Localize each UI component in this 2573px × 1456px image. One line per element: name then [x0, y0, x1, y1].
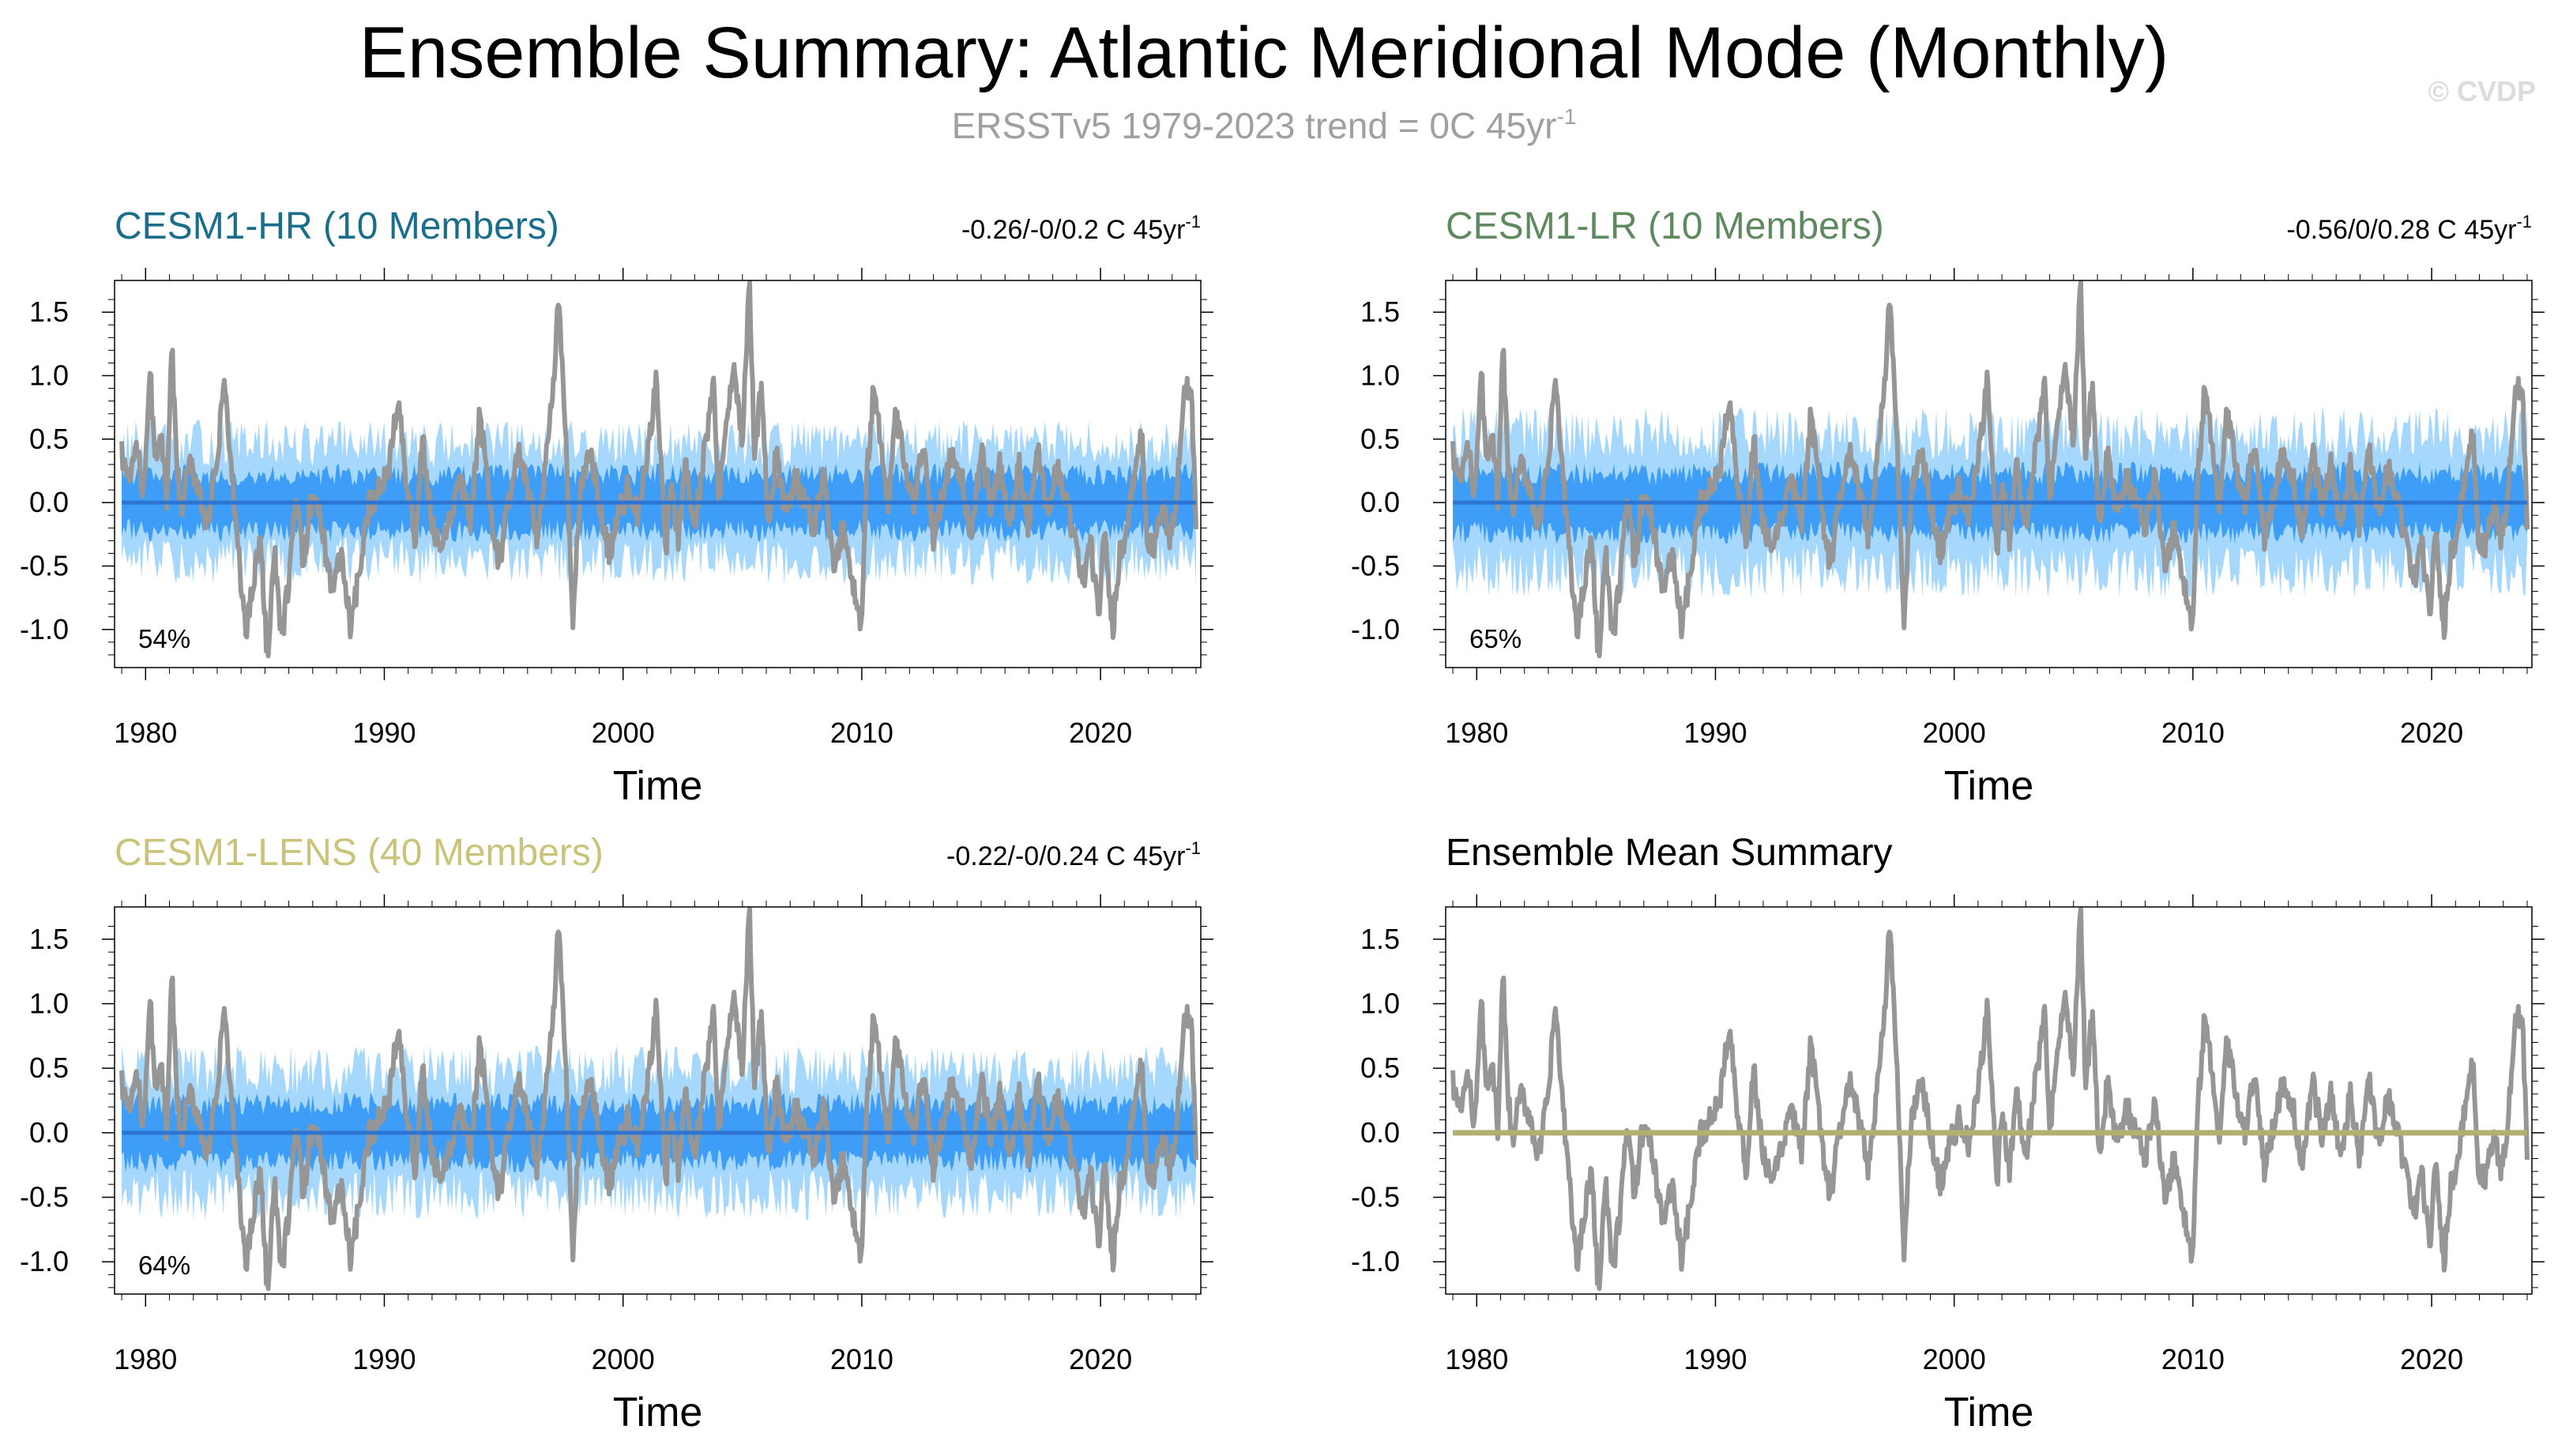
observed-series-line	[1450, 907, 2530, 1292]
x-tick-label: 1990	[1683, 717, 1747, 749]
y-tick-label: -0.5	[1351, 549, 1400, 581]
panel-trend-text: -0.22/-0/0.24 C 45yr-1	[946, 838, 1201, 871]
x-tick-label: 2020	[1069, 1343, 1132, 1375]
panel-title: CESM1-LR (10 Members)	[1446, 205, 1884, 247]
trend-sup: -1	[2516, 212, 2532, 231]
plot-area	[1450, 907, 2530, 1292]
panel-cesm1-lens: CESM1-LENS (40 Members) -0.22/-0/0.24 C 4…	[20, 832, 1213, 1435]
panel-title: CESM1-LENS (40 Members)	[115, 832, 604, 874]
y-tick-label: -1.0	[20, 613, 69, 645]
y-tick-label: 1.0	[29, 359, 69, 391]
observed-series-line	[1450, 280, 2530, 659]
y-tick-label: 0.5	[29, 423, 69, 455]
x-tick-label: 2020	[1069, 717, 1132, 749]
x-tick-label: 2020	[2400, 717, 2463, 749]
x-tick-label: 2010	[2161, 717, 2225, 749]
plot-frame	[114, 280, 1202, 668]
panel-cesm1-hr: CESM1-HR (10 Members) -0.26/-0/0.2 C 45yr…	[20, 205, 1213, 809]
x-axis-title: Time	[1944, 763, 2034, 809]
panel-trend-text: -0.26/-0/0.2 C 45yr-1	[961, 212, 1201, 245]
y-tick-label: -1.0	[20, 1245, 69, 1277]
y-tick-label: -1.0	[1351, 1245, 1400, 1277]
x-tick-label: 1980	[1445, 1343, 1508, 1375]
trend-main: -0.26/-0/0.2 C 45yr	[961, 215, 1185, 245]
y-tick-label: 1.0	[1360, 359, 1400, 391]
page-title: Ensemble Summary: Atlantic Meridional Mo…	[359, 13, 2169, 93]
plot-area	[119, 907, 1198, 1292]
panel-title: CESM1-HR (10 Members)	[115, 205, 559, 247]
trend-sup: -1	[1185, 838, 1201, 858]
x-tick-label: 1990	[1683, 1343, 1747, 1375]
y-tick-label: 0.5	[1360, 423, 1400, 455]
x-tick-label: 2010	[830, 717, 893, 749]
x-axis-title: Time	[1944, 1390, 2034, 1435]
x-tick-label: 1980	[1445, 717, 1508, 749]
page-subtitle: ERSSTv5 1979-2023 trend = 0C 45yr-1	[952, 104, 1577, 146]
percent-label: 65%	[1469, 624, 1522, 653]
x-tick-label: 2000	[592, 1343, 655, 1375]
x-tick-label: 1990	[352, 1343, 416, 1375]
subtitle-main: ERSSTv5 1979-2023 trend = 0C 45yr	[952, 105, 1557, 146]
x-tick-label: 2010	[830, 1343, 893, 1375]
x-tick-label: 1980	[114, 717, 177, 749]
x-axis-title: Time	[613, 1390, 703, 1435]
trend-main: -0.22/-0/0.24 C 45yr	[946, 841, 1185, 871]
plot-area	[119, 280, 1198, 659]
percent-label: 64%	[138, 1251, 190, 1280]
plot-area	[1450, 280, 2530, 659]
y-tick-label: 0.0	[29, 486, 69, 518]
x-tick-label: 2000	[592, 717, 655, 749]
x-tick-label: 2000	[1923, 717, 1986, 749]
y-tick-label: 0.5	[1360, 1052, 1400, 1084]
x-tick-label: 2020	[2400, 1343, 2463, 1375]
y-tick-label: 1.5	[1360, 295, 1400, 328]
watermark: © CVDP	[2428, 75, 2536, 107]
observed-series-line	[119, 280, 1198, 659]
y-tick-label: 0.0	[1360, 1116, 1400, 1149]
y-tick-label: 1.5	[29, 295, 69, 328]
y-tick-label: 1.5	[1360, 923, 1400, 955]
plot-frame	[114, 906, 1202, 1295]
x-tick-label: 1990	[352, 717, 416, 749]
trend-sup: -1	[1185, 212, 1201, 231]
y-tick-label: 0.0	[1360, 486, 1400, 518]
x-tick-label: 2000	[1923, 1343, 1986, 1375]
panel-ensemble-mean-summary: Ensemble Mean Summary 1.5 1.0 0.5 0.0 -0.5 -1.…	[1351, 832, 2545, 1435]
x-axis-title: Time	[613, 763, 703, 809]
x-tick-label: 1980	[114, 1343, 177, 1375]
y-tick-label: -0.5	[1351, 1181, 1400, 1213]
x-tick-label: 2010	[2161, 1343, 2225, 1375]
y-tick-label: 1.5	[29, 923, 69, 955]
y-tick-label: -0.5	[20, 549, 69, 581]
y-tick-label: 0.5	[29, 1052, 69, 1084]
panel-trend-text: -0.56/0/0.28 C 45yr-1	[2286, 212, 2532, 245]
y-tick-label: 1.0	[1360, 988, 1400, 1020]
y-tick-label: 1.0	[29, 988, 69, 1020]
panel-title: Ensemble Mean Summary	[1446, 832, 1893, 874]
plot-frame	[1445, 280, 2533, 668]
y-tick-label: -1.0	[1351, 613, 1400, 645]
y-tick-label: -0.5	[20, 1181, 69, 1213]
plot-frame	[1445, 906, 2533, 1295]
observed-series-line	[119, 907, 1198, 1292]
y-tick-label: 0.0	[29, 1116, 69, 1149]
subtitle-sup: -1	[1556, 104, 1576, 129]
panel-cesm1-lr: CESM1-LR (10 Members) -0.56/0/0.28 C 45yr…	[1351, 205, 2545, 809]
trend-main: -0.56/0/0.28 C 45yr	[2286, 215, 2516, 245]
percent-label: 54%	[138, 624, 190, 653]
